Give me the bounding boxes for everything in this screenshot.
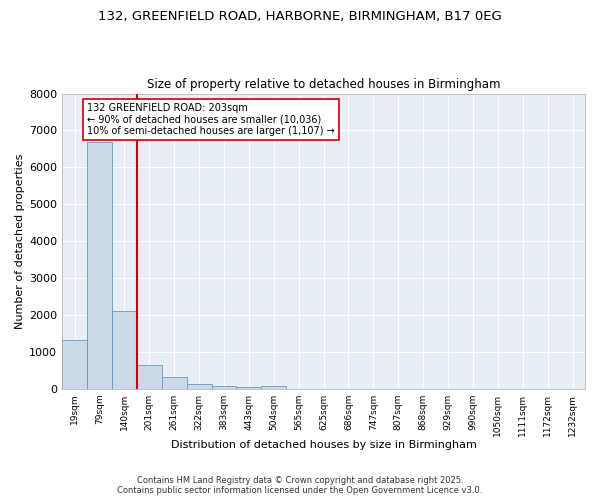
Bar — [212, 386, 236, 389]
Bar — [62, 340, 87, 389]
Text: 132, GREENFIELD ROAD, HARBORNE, BIRMINGHAM, B17 0EG: 132, GREENFIELD ROAD, HARBORNE, BIRMINGH… — [98, 10, 502, 23]
Bar — [236, 387, 262, 389]
Bar — [162, 378, 187, 389]
Bar — [187, 384, 212, 389]
Text: Contains HM Land Registry data © Crown copyright and database right 2025.
Contai: Contains HM Land Registry data © Crown c… — [118, 476, 482, 495]
Title: Size of property relative to detached houses in Birmingham: Size of property relative to detached ho… — [147, 78, 500, 91]
Bar — [137, 365, 162, 389]
Y-axis label: Number of detached properties: Number of detached properties — [15, 154, 25, 329]
Bar — [112, 312, 137, 389]
Text: 132 GREENFIELD ROAD: 203sqm
← 90% of detached houses are smaller (10,036)
10% of: 132 GREENFIELD ROAD: 203sqm ← 90% of det… — [87, 103, 335, 136]
Bar — [262, 386, 286, 389]
X-axis label: Distribution of detached houses by size in Birmingham: Distribution of detached houses by size … — [170, 440, 476, 450]
Bar — [87, 142, 112, 389]
